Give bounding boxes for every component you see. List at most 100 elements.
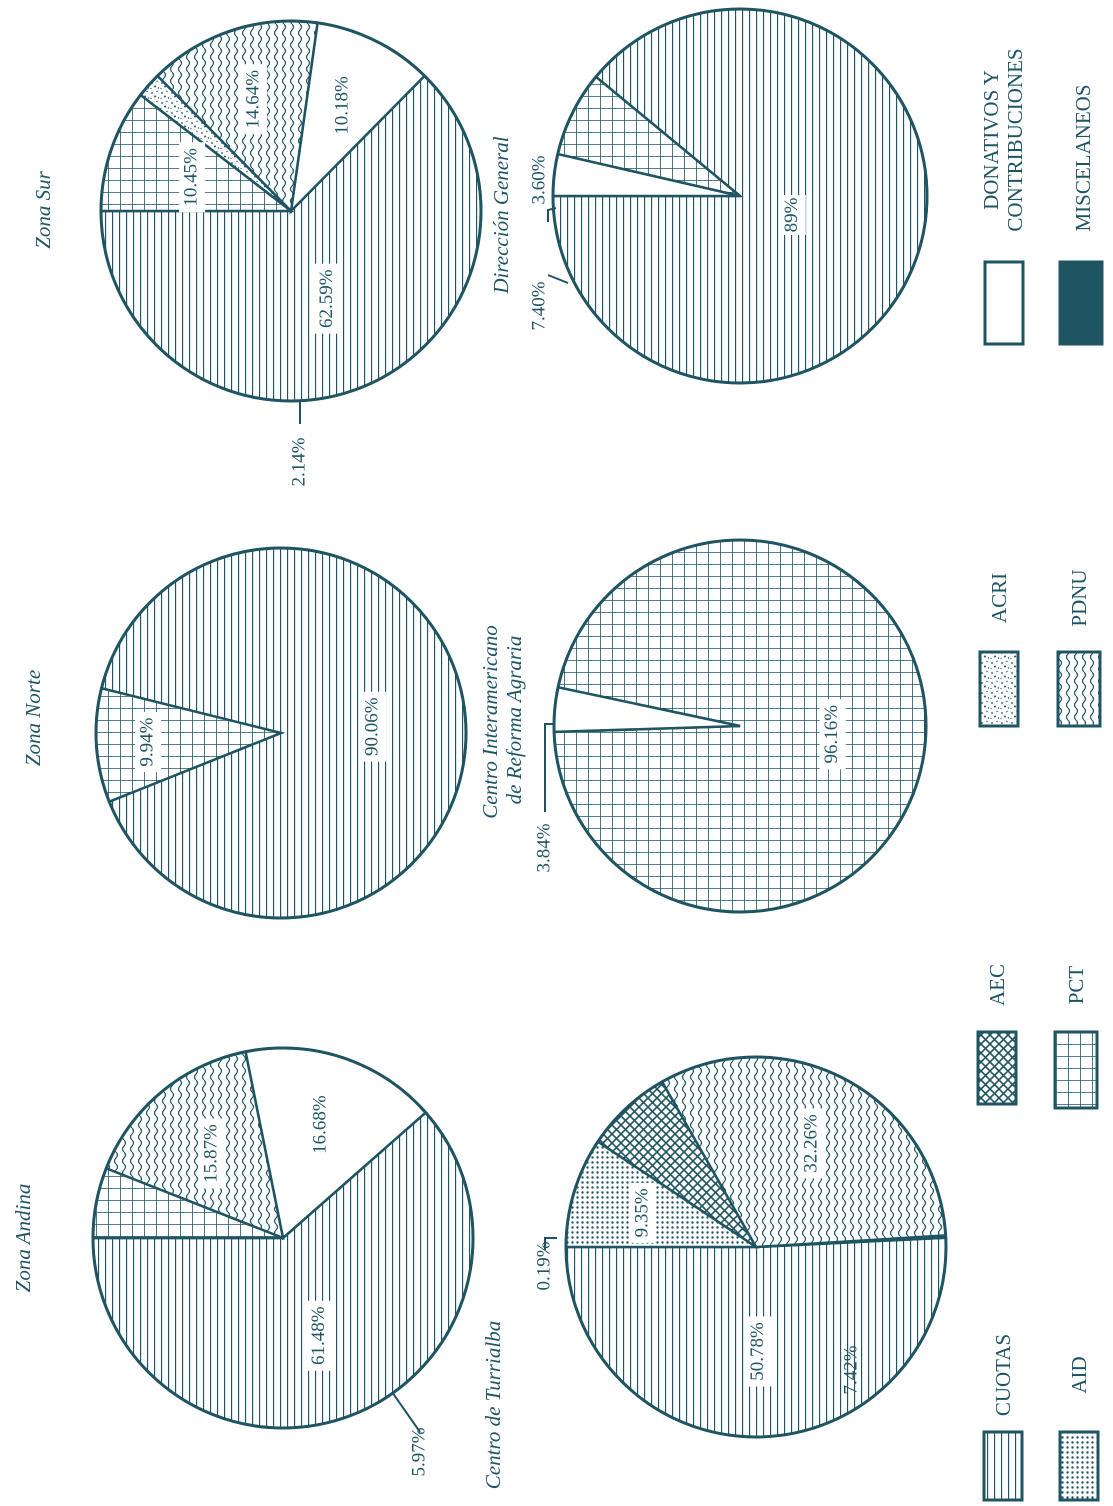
slice-label-aid: 9.35% (632, 1188, 653, 1237)
slice-label-bg-cuotas (779, 195, 806, 236)
slice-label-group-pct: 96.16% (819, 699, 846, 770)
slice-label-bg-aid (630, 1182, 657, 1243)
slice-label-pdnu: 15.87% (201, 1124, 222, 1183)
slice-label-group-donativos: 16.68% (308, 1089, 335, 1160)
pie-centro-interamericano-slices (552, 538, 928, 914)
legend-swatch-cuotas (982, 1430, 1024, 1502)
legend-item-donativos: DONATIVOS Y CONTRIBUCIONES (979, 48, 1027, 346)
leader-7-40 (547, 274, 569, 284)
slice-label-group-miscelaneos: 0.19% (533, 1241, 554, 1290)
pie-zona-andina-outline (91, 1046, 475, 1430)
pie-centro-de-turrialba (564, 1055, 948, 1439)
title-zona-andina: Zona Andina (11, 1184, 35, 1293)
slice-label-pdnu: 32.26% (800, 1114, 821, 1173)
legend-label-pct: PCT (1064, 966, 1088, 1005)
pie-zona-norte-outline (94, 546, 468, 920)
slice-label-group-pct: 9.94% (135, 712, 162, 773)
slice-label-donativos: 16.68% (310, 1095, 331, 1154)
slice-label-bg-cuotas (745, 1316, 772, 1387)
leader-3-84 (544, 723, 553, 812)
legend-item-acri: ACRI (978, 573, 1020, 728)
slice-label-cuotas: 50.78% (747, 1322, 768, 1381)
leader-3-60 (547, 207, 557, 222)
legend-item-pdnu: PDNU (1056, 569, 1102, 728)
pie-direccion-general-outline (551, 7, 929, 385)
pie-zona-sur-outline (99, 19, 483, 403)
slice-label-donativos: 3.60% (528, 155, 549, 204)
slice-label-bg-pct (179, 142, 206, 213)
legend-label-donativos-line1: DONATIVOS Y (979, 70, 1003, 210)
legend-label-pdnu: PDNU (1067, 569, 1091, 626)
slice-label-group-cuotas: 90.06% (360, 691, 387, 762)
slice-label-cuotas: 62.59% (316, 269, 337, 328)
slice-label-group-cuotas: 50.78% (745, 1316, 772, 1387)
legend-label-aec: AEC (985, 964, 1009, 1006)
slice-label-group-pct: 5.97% (408, 1427, 429, 1476)
slice-label-group-pct: 10.45% (179, 142, 206, 213)
slice-label-group-donativos: 10.18% (330, 70, 357, 141)
legend-label-miscelaneos: MISCELANEOS (1071, 84, 1095, 231)
pie-zona-andina-slices (91, 1046, 475, 1430)
leader-0-19 (544, 1237, 557, 1250)
title-centro-interamericano-line2: de Reforma Agraria (502, 636, 526, 805)
slice-label-bg-cuotas (314, 263, 341, 334)
legend-label-cuotas: CUOTAS (991, 1334, 1015, 1416)
slice-label-group-pdnu: 15.87% (199, 1118, 226, 1189)
legend: CUOTAS AID AEC PCT ACRI PDNU DONATIVOS Y… (976, 48, 1104, 1502)
slice-label-donativos: 10.18% (332, 76, 353, 135)
legend-item-miscelaneos: MISCELANEOS (1058, 84, 1104, 346)
slice-label-bg-pct (819, 699, 846, 770)
pie-direccion-general-slices (551, 7, 929, 385)
title-zona-sur: Zona Sur (31, 170, 55, 248)
title-zona-norte: Zona Norte (21, 670, 45, 766)
pie-zona-andina (91, 1046, 475, 1430)
title-centro-interamericano-line1: Centro Interamericano (478, 625, 502, 818)
slice-label-group-pdnu: 32.26% (799, 1108, 826, 1179)
legend-swatch-donativos (983, 260, 1025, 346)
pie-direccion-general (551, 7, 929, 385)
slice-label-miscelaneos: 0.19% (533, 1241, 554, 1290)
pie-centro-interamericano (552, 538, 928, 914)
leader-lines (299, 207, 569, 1433)
slice-label-bg-donativos (330, 70, 357, 141)
slice-label-pdnu: 14.64% (242, 70, 263, 129)
legend-item-aec: AEC (976, 964, 1018, 1106)
pie-centro-interamericano-outline (552, 538, 928, 914)
slice-label-group-donativos: 3.84% (533, 823, 554, 872)
slice-label-group-aid: 9.35% (630, 1182, 657, 1243)
legend-swatch-pct (1053, 1030, 1099, 1110)
legend-swatch-pdnu (1056, 650, 1102, 728)
legend-item-pct: PCT (1053, 966, 1099, 1110)
legend-swatch-aid (1058, 1430, 1100, 1502)
title-direccion-general: Dirección General (489, 136, 513, 294)
slice-label-bg-cuotas (306, 1300, 333, 1371)
slice-label-bg-cuotas (360, 691, 387, 762)
slice-label-group-cuotas: 61.48% (306, 1300, 333, 1371)
slice-label-acri: 2.14% (288, 437, 309, 486)
slice-label-bg-pct (135, 712, 162, 773)
slice-label-group-donativos: 3.60% (528, 155, 549, 204)
slice-label-aec: 7.42% (840, 1345, 861, 1394)
legend-swatch-miscelaneos (1058, 260, 1104, 346)
slice-label-cuotas: 90.06% (362, 697, 383, 756)
slice-label-group-acri: 2.14% (288, 437, 309, 486)
slice-label-donativos: 3.84% (533, 823, 554, 872)
leader-5-97 (391, 1391, 421, 1433)
slice-label-pct: 9.94% (136, 717, 157, 766)
slice-label-pct: 96.16% (821, 705, 842, 764)
legend-label-aid: AID (1067, 1356, 1091, 1393)
title-centro-de-turrialba: Centro de Turrialba (481, 1321, 505, 1489)
slice-label-bg-donativos (308, 1089, 335, 1160)
slice-label-pct: 7.40% (528, 281, 549, 330)
slice-label-group-cuotas: 89% (779, 195, 806, 236)
slice-label-cuotas: 89% (781, 197, 802, 232)
slice-label-group-aec: 7.42% (840, 1345, 861, 1394)
slice-label-pct: 5.97% (408, 1427, 429, 1476)
pie-zona-sur-slices (99, 19, 483, 403)
legend-item-cuotas: CUOTAS (982, 1334, 1024, 1502)
legend-swatch-acri (978, 650, 1020, 728)
slice-labels: 61.48% 16.68% 15.87% 5.97% 50.78% 0.19% 32.26%… (135, 64, 861, 1477)
pie-centro-de-turrialba-outline (564, 1055, 948, 1439)
slice-label-group-pct: 7.40% (528, 281, 549, 330)
